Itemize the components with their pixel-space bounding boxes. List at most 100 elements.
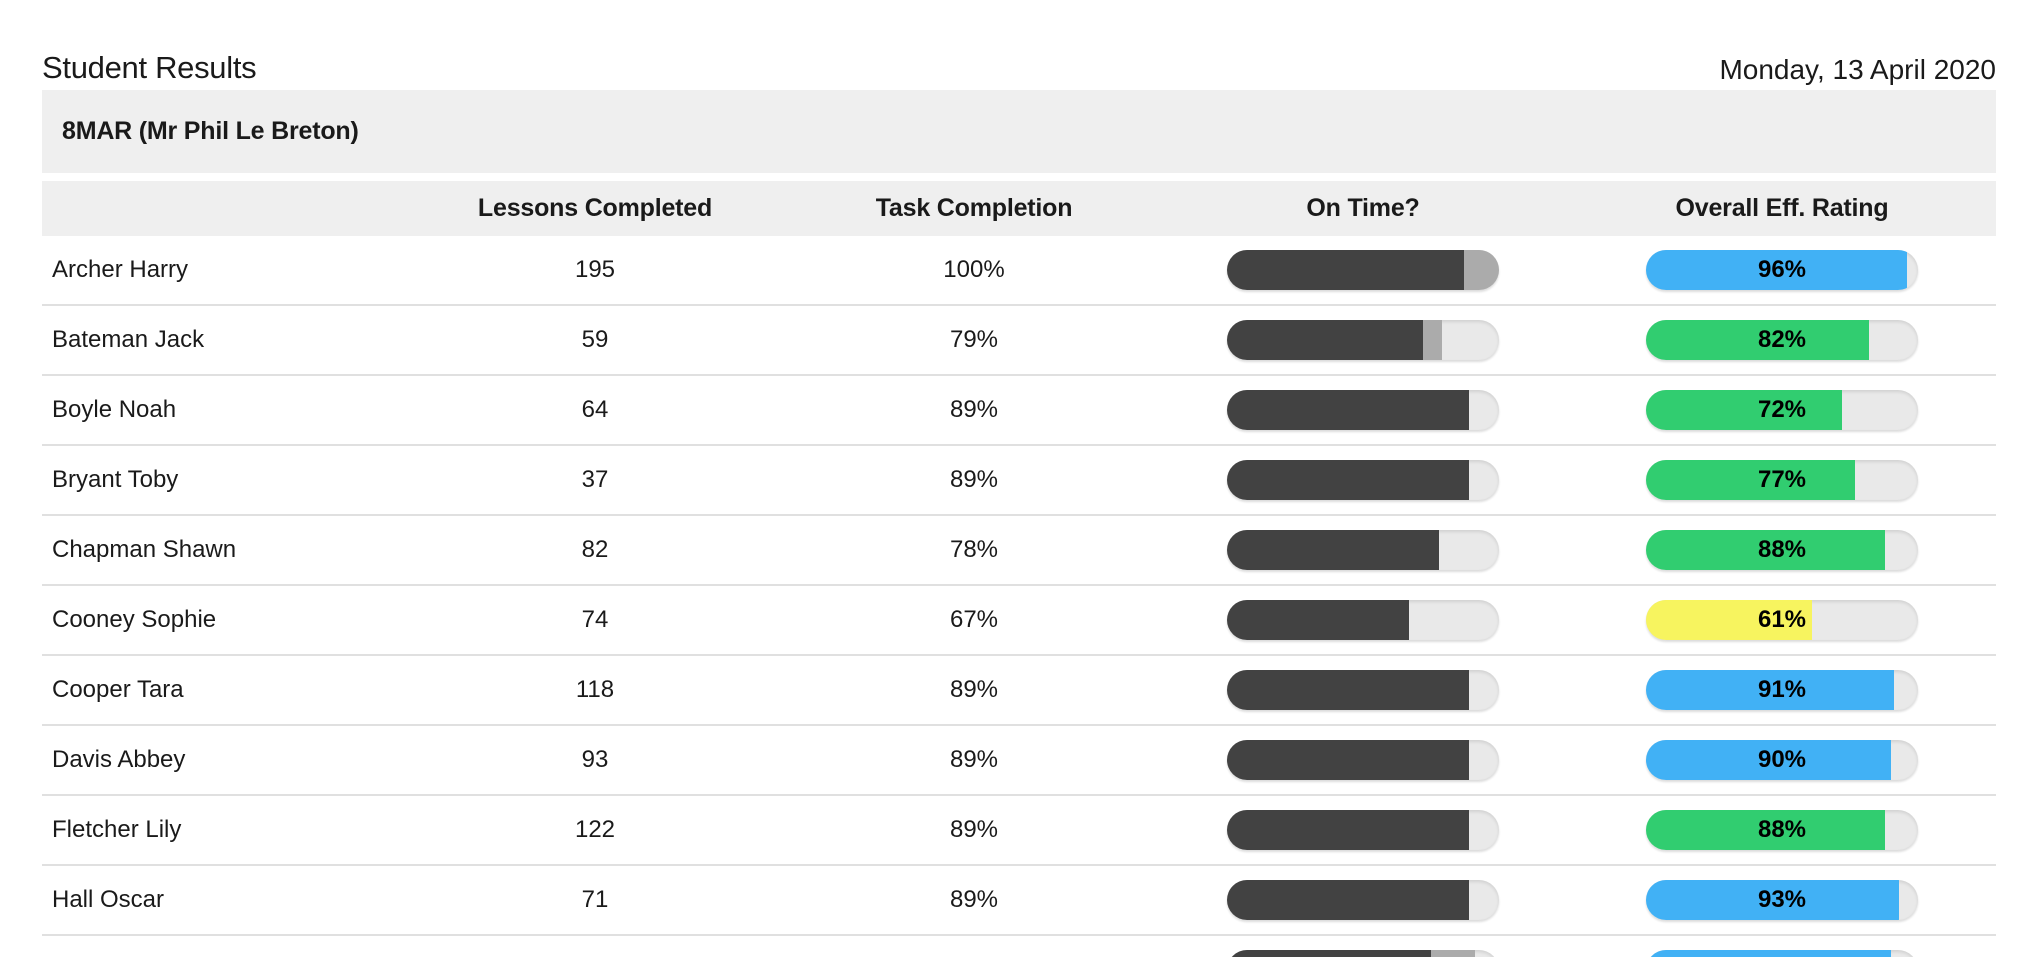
- on-time-bar: [1227, 810, 1499, 850]
- report-date: Monday, 13 April 2020: [1719, 54, 1996, 85]
- on-time-bar: [1227, 950, 1499, 957]
- on-time-late-fill: [1431, 950, 1475, 957]
- lessons-completed-value: 93: [581, 746, 609, 773]
- overall-eff-rating-bar: 96%: [1646, 250, 1918, 290]
- student-name: Hall Oscar: [52, 886, 165, 913]
- on-time-bar: [1227, 460, 1499, 500]
- on-time-fill: [1227, 810, 1470, 850]
- on-time-cell: [1158, 390, 1568, 430]
- rating-cell: 72%: [1568, 390, 1996, 430]
- on-time-cell: [1158, 740, 1568, 780]
- task-completion-value: 89%: [949, 676, 999, 703]
- lessons-completed-value: 118: [575, 676, 615, 703]
- on-time-cell: [1158, 600, 1568, 640]
- table-row: Boyle Noah 64 89% 72%: [42, 376, 1996, 446]
- overall-eff-rating-bar: 82%: [1646, 320, 1918, 360]
- overall-eff-rating-bar: 88%: [1646, 530, 1918, 570]
- task-completion-value: 89%: [949, 396, 999, 423]
- on-time-fill: [1227, 250, 1464, 290]
- rating-cell: 88%: [1568, 530, 1996, 570]
- rating-value-label: [1646, 950, 1918, 957]
- rating-fill: [1646, 460, 1856, 500]
- task-completion-value: 78%: [949, 536, 999, 563]
- on-time-late-fill: [1422, 320, 1442, 360]
- rating-cell: [1568, 950, 1996, 957]
- on-time-cell: [1158, 880, 1568, 920]
- rating-value-label: 61%: [1757, 606, 1807, 633]
- lessons-completed-value: 37: [581, 466, 609, 493]
- lessons-completed-value: 71: [581, 886, 609, 913]
- student-name: Cooper Tara: [52, 676, 184, 703]
- overall-eff-rating-bar: 93%: [1646, 880, 1918, 920]
- on-time-fill: [1227, 460, 1470, 500]
- lessons-completed-value: 59: [581, 326, 609, 353]
- rating-value-label: 90%: [1757, 746, 1807, 773]
- on-time-bar: [1227, 250, 1499, 290]
- rating-cell: 90%: [1568, 740, 1996, 780]
- table-row: Archer Harry 195 100% 96%: [42, 236, 1996, 306]
- on-time-cell: [1158, 320, 1568, 360]
- on-time-cell: [1158, 250, 1568, 290]
- class-group-label: 8MAR (Mr Phil Le Breton): [62, 117, 359, 145]
- lessons-completed-value: 74: [581, 606, 609, 633]
- table-row: Cooney Sophie 74 67% 61%: [42, 586, 1996, 656]
- on-time-bar: [1227, 530, 1499, 570]
- student-name: Cooney Sophie: [52, 606, 217, 633]
- header-task-completion: Task Completion: [875, 194, 1073, 222]
- header-lessons-completed: Lessons Completed: [477, 194, 713, 222]
- rating-cell: 61%: [1568, 600, 1996, 640]
- overall-eff-rating-bar: 91%: [1646, 670, 1918, 710]
- task-completion-value: 67%: [949, 606, 999, 633]
- table-header-row: Lessons Completed Task Completion On Tim…: [42, 181, 1996, 236]
- task-completion-value: 89%: [949, 466, 999, 493]
- rating-fill: [1646, 740, 1891, 780]
- on-time-fill: [1227, 950, 1431, 957]
- rating-fill: [1646, 250, 1908, 290]
- header-on-time: On Time?: [1306, 194, 1420, 222]
- student-name: Bateman Jack: [52, 326, 205, 353]
- on-time-fill: [1227, 740, 1470, 780]
- task-completion-value: 89%: [949, 886, 999, 913]
- rating-cell: 93%: [1568, 880, 1996, 920]
- student-name: Fletcher Lily: [52, 816, 182, 843]
- overall-eff-rating-bar: 61%: [1646, 600, 1918, 640]
- on-time-bar: [1227, 880, 1499, 920]
- table-row: Davis Abbey 93 89% 90%: [42, 726, 1996, 796]
- student-name: Bryant Toby: [52, 466, 179, 493]
- on-time-fill: [1227, 320, 1423, 360]
- lessons-completed-value: 122: [574, 816, 616, 843]
- class-group-header: 8MAR (Mr Phil Le Breton): [42, 90, 1996, 173]
- table-body: Archer Harry 195 100% 96% Bateman Jack 5…: [42, 236, 1996, 957]
- on-time-cell: [1158, 810, 1568, 850]
- rating-cell: 88%: [1568, 810, 1996, 850]
- on-time-cell: [1158, 950, 1568, 957]
- on-time-cell: [1158, 460, 1568, 500]
- student-name: Boyle Noah: [52, 396, 177, 423]
- on-time-late-fill: [1463, 250, 1499, 290]
- rating-value-label: 77%: [1757, 466, 1807, 493]
- task-completion-value: 79%: [949, 326, 999, 353]
- page-title: Student Results: [42, 50, 257, 85]
- rating-fill: [1646, 390, 1842, 430]
- on-time-cell: [1158, 670, 1568, 710]
- on-time-fill: [1227, 530, 1440, 570]
- on-time-cell: [1158, 530, 1568, 570]
- header-overall-eff-rating: Overall Eff. Rating: [1675, 194, 1889, 222]
- rating-fill: [1646, 880, 1899, 920]
- rating-cell: 91%: [1568, 670, 1996, 710]
- rating-cell: 82%: [1568, 320, 1996, 360]
- overall-eff-rating-bar: 72%: [1646, 390, 1918, 430]
- lessons-completed-value: 195: [574, 256, 616, 283]
- table-row: Hall Oscar 71 89% 93%: [42, 866, 1996, 936]
- rating-cell: 77%: [1568, 460, 1996, 500]
- rating-fill: [1646, 810, 1886, 850]
- overall-eff-rating-bar: 90%: [1646, 740, 1918, 780]
- overall-eff-rating-bar: 88%: [1646, 810, 1918, 850]
- on-time-bar: [1227, 600, 1499, 640]
- rating-value-label: 91%: [1757, 676, 1807, 703]
- on-time-fill: [1227, 670, 1470, 710]
- rating-value-label: 88%: [1757, 536, 1807, 563]
- on-time-fill: [1227, 390, 1470, 430]
- task-completion-value: 89%: [949, 746, 999, 773]
